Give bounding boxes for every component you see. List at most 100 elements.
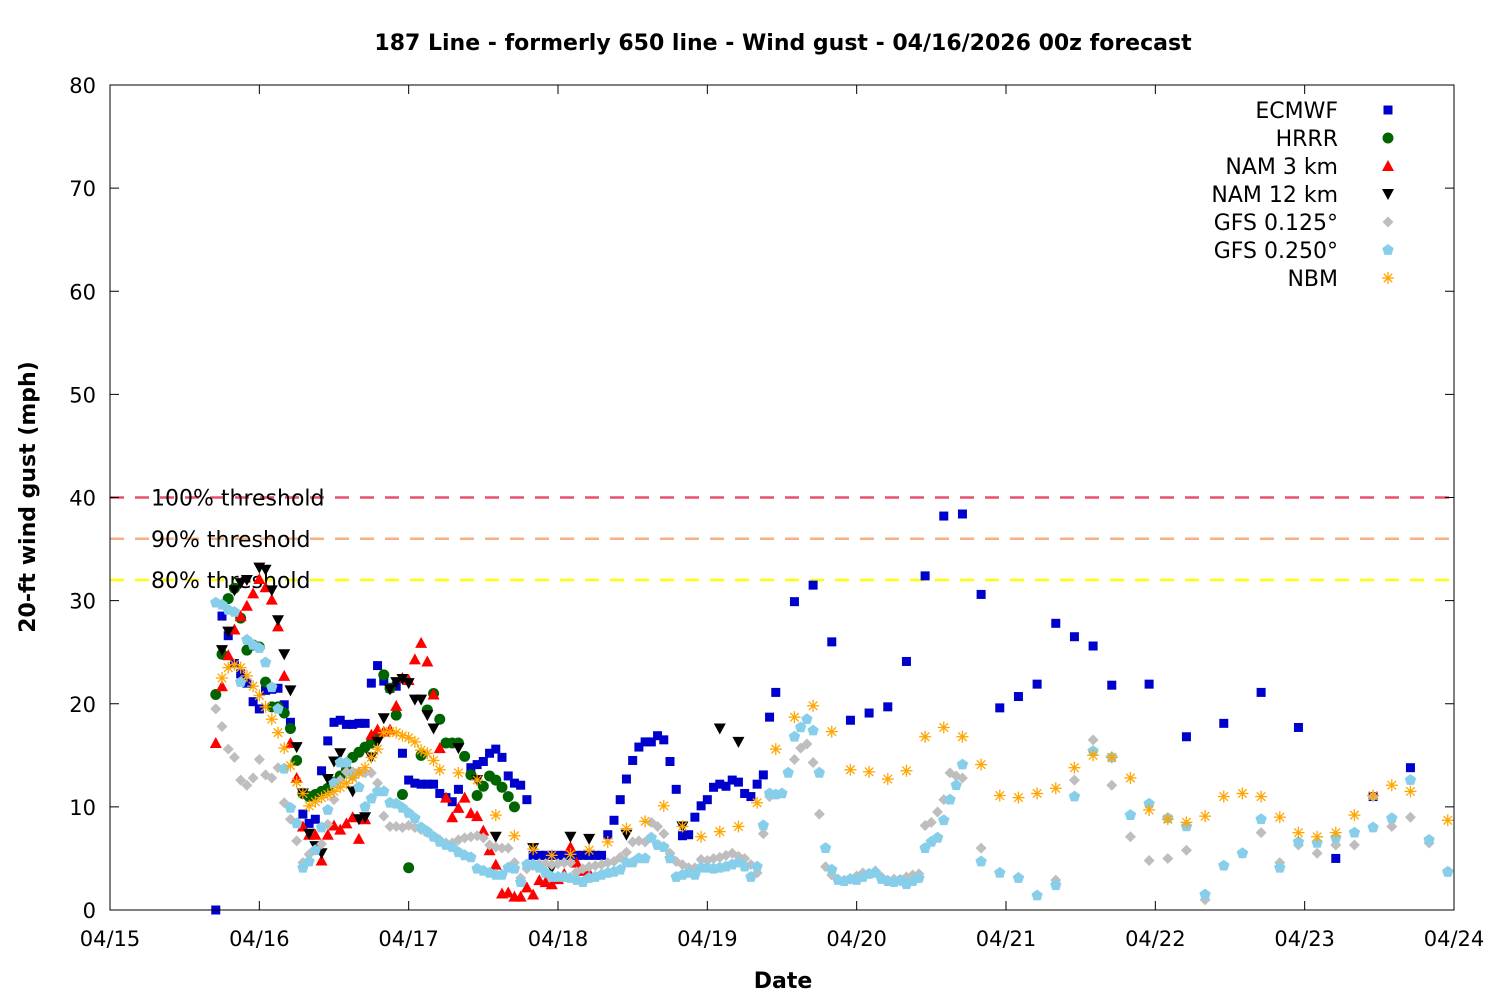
asterisk-stroke: [229, 659, 240, 670]
legend-marker-gfs-0-125: [1382, 216, 1394, 228]
data-point-gfs-0-250: [956, 758, 969, 770]
data-point-ecmwf: [491, 744, 501, 754]
data-point-ecmwf: [615, 795, 625, 805]
data-point-ecmwf: [261, 685, 271, 695]
data-point-nbm: [1105, 751, 1118, 764]
data-point-nam-3-km: [352, 832, 365, 844]
data-point-ecmwf: [690, 812, 700, 822]
x-tick-label: 04/18: [528, 927, 589, 951]
data-point-gfs-0-125: [1386, 820, 1398, 832]
data-point-ecmwf: [1331, 853, 1341, 863]
data-point-gfs-0-125: [757, 828, 769, 840]
data-point-ecmwf: [1219, 718, 1229, 728]
x-tick-label: 04/21: [976, 927, 1037, 951]
data-point-nam-3-km: [315, 854, 328, 866]
data-point-gfs-0-250: [228, 606, 241, 617]
data-point-gfs-0-125: [291, 835, 303, 847]
asterisk-stroke: [659, 801, 669, 811]
asterisk-stroke: [472, 775, 482, 785]
asterisk-stroke: [939, 722, 949, 733]
data-point-hrrr: [502, 791, 514, 803]
data-point-nbm: [1273, 811, 1286, 824]
asterisk-stroke: [845, 765, 856, 775]
data-point-nam-3-km: [520, 881, 533, 893]
data-point-gfs-0-250: [807, 724, 819, 736]
data-point-nam-12-km: [371, 736, 384, 748]
data-point-gfs-0-250: [950, 779, 962, 791]
data-point-nbm: [1255, 790, 1268, 803]
asterisk-stroke: [1312, 832, 1322, 842]
data-point-ecmwf: [348, 719, 358, 729]
data-point-gfs-0-250: [309, 844, 321, 855]
data-point-nbm: [433, 763, 446, 776]
data-point-nam-3-km: [489, 858, 502, 870]
data-point-gfs-0-250: [340, 756, 353, 768]
x-tick-label: 04/16: [229, 927, 290, 951]
data-point-ecmwf: [1405, 763, 1415, 773]
data-point-nam-3-km: [464, 807, 477, 819]
data-point-gfs-0-250: [1386, 812, 1398, 824]
data-point-nbm: [508, 829, 521, 842]
legend-label-nam-12-km: NAM 12 km: [1211, 183, 1338, 208]
legend-label-gfs-0-125: GFS 0.125°: [1214, 211, 1338, 236]
asterisk-stroke: [491, 810, 501, 820]
data-point-ecmwf: [727, 775, 737, 785]
data-point-nam-12-km: [284, 685, 297, 697]
data-point-gfs-0-250: [776, 787, 788, 799]
data-point-hrrr: [471, 790, 483, 802]
data-point-ecmwf: [360, 718, 370, 728]
data-point-nbm: [346, 772, 359, 784]
asterisk-stroke: [1368, 790, 1378, 801]
data-point-nam-3-km: [433, 742, 446, 754]
asterisk-stroke: [789, 712, 800, 722]
asterisk-stroke: [1293, 827, 1304, 838]
data-point-gfs-0-250: [975, 855, 987, 867]
asterisk-stroke: [864, 767, 874, 777]
data-point-gfs-0-125: [1143, 855, 1155, 866]
asterisk-stroke: [1383, 273, 1393, 283]
data-point-nam-3-km: [564, 841, 577, 853]
data-point-nbm: [452, 766, 465, 779]
data-point-nam-3-km: [477, 824, 490, 836]
data-point-ecmwf: [808, 580, 818, 590]
data-point-nam-3-km: [228, 623, 241, 635]
asterisk-stroke: [1256, 791, 1266, 802]
data-point-nam-3-km: [278, 669, 291, 681]
data-point-gfs-0-125: [932, 806, 944, 818]
data-point-gfs-0-125: [210, 703, 222, 715]
data-point-gfs-0-250: [819, 842, 832, 853]
data-point-gfs-0-125: [564, 857, 576, 869]
data-point-nbm: [639, 815, 652, 828]
data-point-nam-12-km: [402, 678, 415, 690]
x-tick-label: 04/24: [1424, 927, 1485, 951]
data-point-nbm: [545, 849, 558, 862]
legend-marker-hrrr: [1382, 132, 1394, 144]
asterisk-stroke: [1275, 812, 1285, 822]
data-point-gfs-0-250: [1236, 847, 1249, 859]
asterisk-stroke: [995, 790, 1005, 801]
data-point-gfs-0-250: [869, 866, 881, 878]
data-point-ecmwf: [715, 779, 725, 789]
data-point-nbm: [1348, 809, 1361, 822]
y-tick-label: 0: [83, 899, 96, 923]
data-point-nbm: [1367, 789, 1380, 802]
data-point-ecmwf: [1181, 732, 1191, 742]
data-point-ecmwf: [397, 748, 407, 758]
data-point-nam-3-km: [408, 653, 421, 665]
data-point-nbm: [421, 747, 434, 760]
data-point-nam-3-km: [458, 791, 471, 803]
x-tick-label: 04/15: [80, 927, 141, 951]
data-point-ecmwf: [478, 757, 488, 766]
data-point-nbm: [937, 721, 950, 734]
asterisk-stroke: [435, 765, 445, 775]
data-point-gfs-0-125: [241, 779, 253, 791]
data-point-gfs-0-250: [994, 866, 1006, 878]
data-point-nbm: [265, 713, 278, 726]
data-point-hrrr: [434, 713, 446, 725]
asterisk-stroke: [1200, 811, 1210, 821]
data-point-ecmwf: [1032, 679, 1042, 689]
data-point-ecmwf: [758, 770, 768, 780]
asterisk-stroke: [752, 798, 762, 808]
data-point-nbm: [309, 795, 322, 808]
